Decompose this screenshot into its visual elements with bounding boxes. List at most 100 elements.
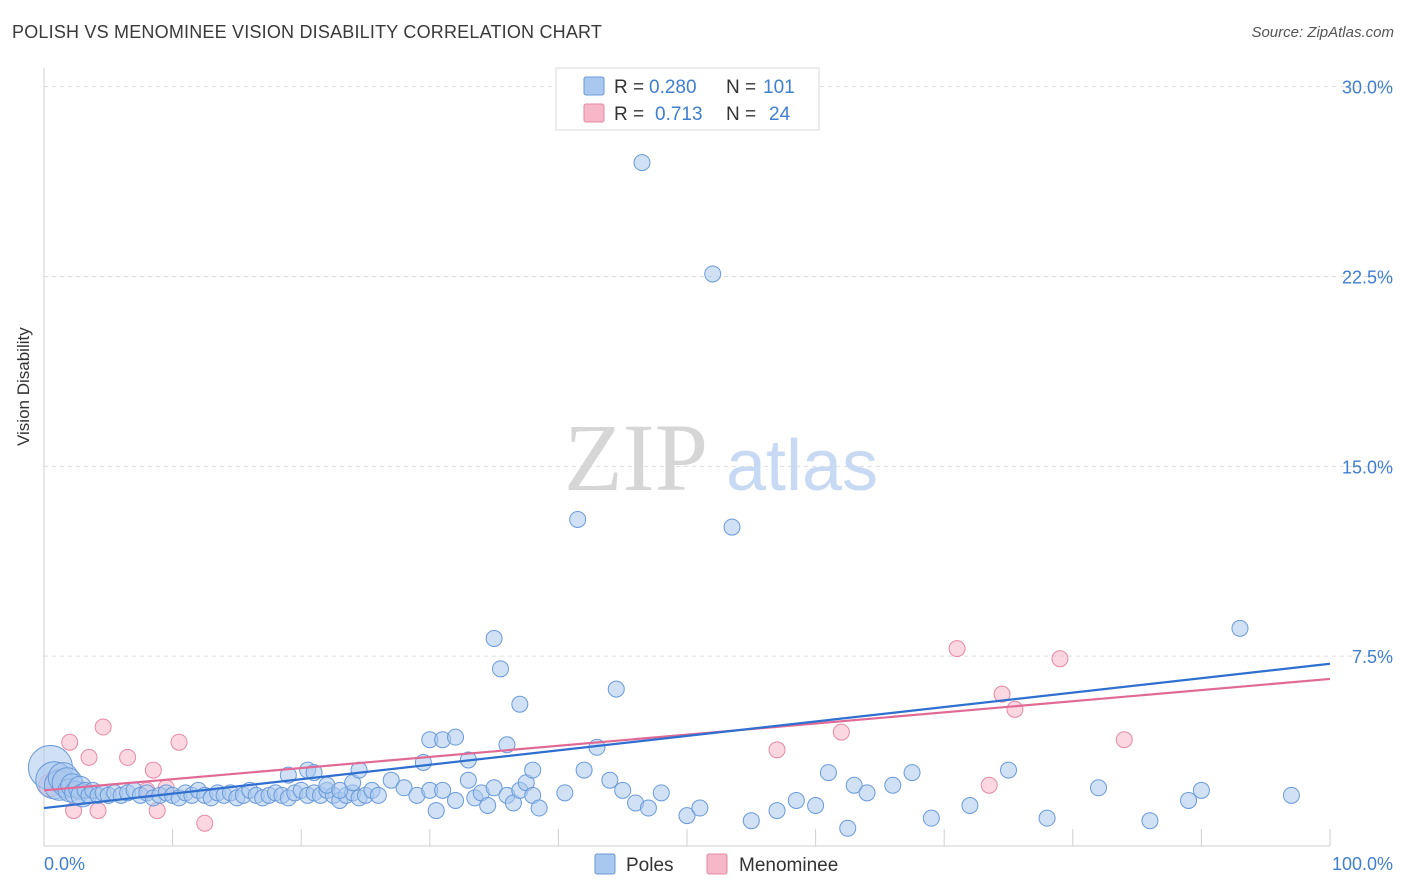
- chart-title: POLISH VS MENOMINEE VISION DISABILITY CO…: [12, 22, 603, 42]
- poles-point: [691, 799, 709, 817]
- poles-point: [1282, 786, 1300, 804]
- legend-bottom: Poles Menominee: [594, 853, 838, 876]
- poles-point: [331, 781, 349, 799]
- menominee-point: [832, 723, 850, 741]
- poles-point: [704, 265, 722, 283]
- legend-n-value: 24: [769, 104, 791, 125]
- menominee-point: [119, 748, 137, 766]
- menominee-point: [948, 640, 966, 658]
- poles-point: [884, 776, 902, 794]
- menominee-point: [80, 748, 98, 766]
- poles-point: [1180, 791, 1198, 809]
- poles-point: [922, 809, 940, 827]
- y-tick-label: 22.5%: [1342, 267, 1393, 287]
- poles-trend-line: [43, 662, 1331, 810]
- legend-swatch-poles: [583, 76, 605, 96]
- poles-point: [1038, 809, 1056, 827]
- poles-point: [524, 761, 542, 779]
- poles-point: [569, 510, 587, 528]
- poles-point: [839, 819, 857, 837]
- poles-point: [447, 791, 465, 809]
- poles-point: [498, 736, 516, 754]
- watermark: ZIP atlas: [564, 404, 878, 511]
- menominee-point: [89, 802, 107, 820]
- legend-top: R = 0.280 N = 101 R = 0.713 N = 24: [555, 67, 820, 131]
- menominee-trend-line: [43, 677, 1331, 792]
- poles-point: [961, 797, 979, 815]
- menominee-point: [980, 776, 998, 794]
- menominee-point: [61, 733, 79, 751]
- poles-point: [530, 799, 548, 817]
- poles-point: [1192, 781, 1210, 799]
- poles-point: [1090, 779, 1108, 797]
- legend-bottom-label-poles: Poles: [626, 855, 674, 876]
- poles-point: [678, 807, 696, 825]
- poles-point: [459, 771, 477, 789]
- menominee-point: [170, 733, 188, 751]
- watermark-zip: ZIP: [564, 404, 708, 511]
- poles-point: [639, 799, 657, 817]
- menominee-point: [1051, 650, 1069, 668]
- menominee-point: [768, 741, 786, 759]
- x-tick-labels: 0.0% 100.0%: [44, 854, 1393, 874]
- legend-n-label: N =: [726, 77, 756, 98]
- poles-point: [1141, 812, 1159, 830]
- poles-point: [575, 761, 593, 779]
- poles-point: [427, 802, 445, 820]
- poles-point: [511, 695, 529, 713]
- legend-r-label: R =: [614, 104, 644, 125]
- legend-r-value: 0.713: [655, 104, 703, 125]
- y-tick-label: 15.0%: [1342, 457, 1393, 477]
- poles-points: [27, 154, 1300, 837]
- axes: [43, 68, 1331, 847]
- legend-bottom-swatch-menominee: [706, 853, 728, 875]
- poles-point: [492, 660, 510, 678]
- trend-lines: [43, 662, 1331, 810]
- poles-point: [652, 784, 670, 802]
- poles-point: [369, 786, 387, 804]
- x-tick-label: 0.0%: [44, 854, 85, 874]
- x-tick-label: 100.0%: [1332, 854, 1393, 874]
- poles-point: [485, 629, 503, 647]
- poles-point: [633, 154, 651, 172]
- menominee-point: [1115, 731, 1133, 749]
- poles-point: [723, 518, 741, 536]
- menominee-point: [196, 814, 214, 832]
- y-tick-label: 30.0%: [1342, 78, 1393, 98]
- watermark-atlas: atlas: [726, 426, 878, 506]
- poles-point: [614, 781, 632, 799]
- poles-point: [819, 764, 837, 782]
- menominee-point: [1006, 700, 1024, 718]
- menominee-point: [144, 761, 162, 779]
- poles-point: [382, 771, 400, 789]
- y-tick-labels: 7.5% 15.0% 22.5% 30.0%: [1342, 78, 1393, 668]
- legend-bottom-swatch-poles: [594, 853, 616, 875]
- menominee-point: [94, 718, 112, 736]
- poles-point: [479, 797, 497, 815]
- grid-lines: [44, 86, 1395, 657]
- poles-point: [1000, 761, 1017, 779]
- poles-point: [485, 779, 503, 797]
- legend-n-value: 101: [763, 77, 795, 98]
- poles-point: [601, 771, 619, 789]
- poles-point: [845, 776, 863, 794]
- poles-point: [807, 797, 825, 815]
- poles-point: [787, 791, 805, 809]
- poles-point: [742, 812, 760, 830]
- poles-point: [607, 680, 625, 698]
- poles-point: [434, 781, 452, 799]
- poles-point: [1231, 619, 1249, 637]
- menominee-point: [993, 685, 1011, 703]
- poles-point: [858, 784, 876, 802]
- legend-r-value: 0.280: [649, 77, 697, 98]
- legend-swatch-menominee: [583, 103, 605, 123]
- legend-n-label: N =: [726, 104, 756, 125]
- legend-r-label: R =: [614, 77, 644, 98]
- source-label: Source: ZipAtlas.com: [1251, 24, 1394, 41]
- y-tick-label: 7.5%: [1352, 647, 1393, 667]
- poles-point: [903, 764, 921, 782]
- poles-point: [395, 779, 413, 797]
- poles-point: [556, 784, 574, 802]
- poles-point: [768, 802, 786, 820]
